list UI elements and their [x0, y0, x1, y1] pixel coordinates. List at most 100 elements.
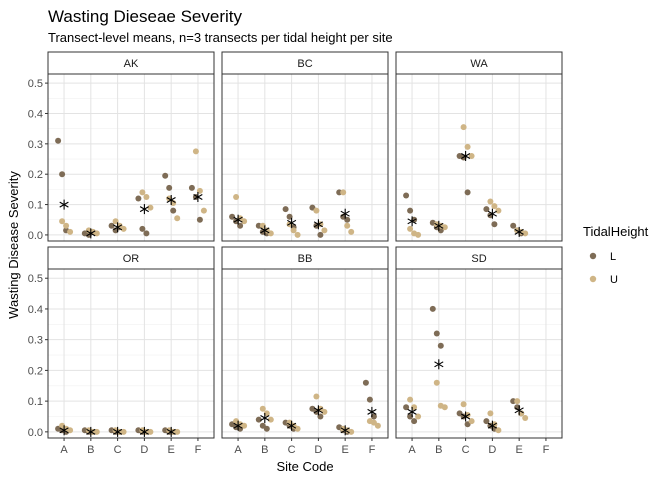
data-point-u	[495, 427, 502, 434]
strip-label: BC	[297, 58, 312, 70]
data-point-u	[522, 230, 529, 237]
data-point-u	[233, 194, 240, 200]
mean-marker	[407, 406, 417, 417]
panel-border	[221, 73, 389, 242]
data-point-l	[433, 330, 440, 337]
data-point-u	[348, 428, 355, 435]
x-tick-label: A	[234, 444, 242, 456]
mean-marker	[514, 226, 524, 237]
data-point-u	[433, 379, 440, 386]
data-point-u	[294, 425, 301, 432]
x-tick-label: E	[167, 444, 174, 456]
data-point-u	[522, 415, 529, 421]
data-point-u	[200, 207, 207, 214]
facet-panel-ak: AK 0.0 0.1 0.2 0.3 0.4 0.5	[28, 51, 215, 242]
data-point-u	[495, 207, 502, 214]
legend-label-u: U	[610, 274, 618, 286]
data-point-u	[139, 189, 146, 196]
mean-marker	[487, 208, 497, 219]
data-point-l	[411, 418, 418, 425]
data-point-u	[407, 396, 414, 403]
data-point-u	[294, 231, 301, 238]
data-point-l	[162, 172, 169, 179]
x-tick-label: F	[195, 444, 202, 456]
panel-border	[395, 73, 563, 242]
mean-marker	[340, 425, 350, 436]
chart-subtitle: Transect-level means, n=3 transects per …	[48, 30, 393, 45]
mean-marker	[233, 420, 243, 431]
x-tick-label: B	[261, 444, 268, 456]
mean-marker	[260, 413, 270, 423]
data-point-u	[441, 224, 448, 231]
facet-panel-bb: BB A B C D E F	[221, 246, 389, 456]
y-tick-label: 0.4	[28, 108, 43, 120]
mean-marker	[514, 405, 524, 416]
data-point-l	[143, 230, 150, 237]
data-point-u	[241, 218, 248, 225]
strip-label: SD	[471, 253, 486, 265]
data-point-u	[407, 225, 414, 232]
mean-marker	[367, 406, 377, 417]
data-point-l	[429, 305, 436, 312]
panel-border	[395, 268, 563, 439]
legend-key-u	[589, 275, 597, 283]
data-point-u	[290, 227, 297, 234]
x-tick-label: C	[288, 444, 296, 456]
data-point-l	[135, 195, 142, 202]
data-point-l	[188, 184, 195, 191]
data-point-u	[374, 422, 381, 429]
panel-border	[221, 268, 389, 439]
mean-marker	[287, 217, 297, 228]
legend-key-l	[589, 252, 597, 260]
x-tick-label: F	[543, 444, 550, 456]
data-point-u	[147, 428, 154, 435]
data-point-l	[108, 222, 115, 229]
data-point-u	[487, 198, 494, 205]
mean-marker	[287, 420, 297, 431]
mean-marker	[59, 425, 69, 436]
facet-panel-sd: SD A B C D E F	[395, 246, 563, 456]
data-point-u	[460, 401, 467, 408]
data-point-u	[415, 413, 422, 420]
data-point-u	[348, 228, 355, 235]
mean-marker	[59, 199, 69, 210]
data-point-l	[263, 425, 270, 432]
data-point-u	[267, 230, 274, 237]
mean-marker	[166, 195, 176, 205]
data-point-l	[491, 221, 498, 228]
x-tick-label: C	[114, 444, 122, 456]
strip-label: AK	[124, 58, 139, 70]
y-tick-label: 0.5	[28, 273, 43, 285]
y-tick-label: 0.0	[28, 427, 43, 439]
mean-marker	[313, 219, 323, 230]
mean-marker	[86, 426, 96, 437]
chart-title: Wasting Dieseae Severity	[48, 7, 243, 26]
mean-marker	[340, 208, 350, 219]
data-point-l	[483, 206, 490, 213]
data-point-l	[170, 207, 177, 214]
mean-marker	[461, 151, 471, 161]
y-tick-label: 0.2	[28, 365, 43, 377]
data-point-l	[366, 396, 373, 403]
x-axis-title: Site Code	[276, 459, 333, 474]
mean-marker	[113, 426, 123, 437]
data-point-l	[55, 137, 62, 144]
facet-panel-bc: BC	[221, 51, 389, 242]
data-point-u	[441, 404, 448, 411]
legend-title: TidalHeight	[583, 224, 649, 239]
mean-marker	[139, 426, 149, 437]
panel-background	[396, 74, 562, 241]
data-point-u	[491, 203, 498, 210]
data-point-u	[468, 418, 475, 425]
data-point-u	[464, 143, 471, 150]
panel-border	[47, 268, 215, 439]
data-point-l	[510, 222, 517, 229]
panel-background	[48, 269, 214, 438]
x-tick-label: E	[341, 444, 348, 456]
data-point-u	[67, 228, 74, 235]
data-point-u	[321, 408, 328, 415]
facet-panels: AK0.00.10.20.30.40.5BC WAOR0.00.10.20.30.…	[28, 51, 563, 456]
strip-label: OR	[123, 253, 140, 265]
data-point-u	[415, 231, 422, 238]
